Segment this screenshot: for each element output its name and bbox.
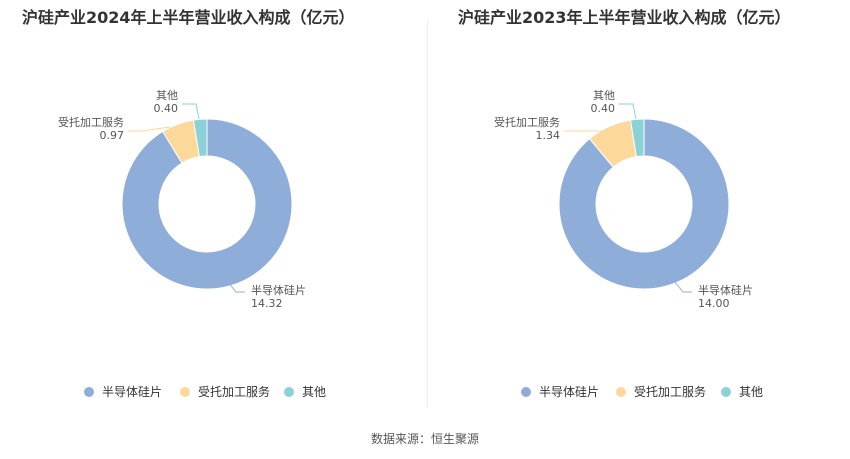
donut-slices [121, 118, 293, 290]
slice-label-contract-processing: 受托加工服务 [58, 115, 124, 129]
legend-item-semiconductor-wafer[interactable]: 半导体硅片 [84, 385, 162, 399]
legend-marker [84, 387, 94, 397]
legend-label: 半导体硅片 [102, 385, 162, 399]
chart-title: 沪硅产业2024年上半年营业收入构成（亿元） [22, 8, 355, 27]
legend-marker [284, 387, 294, 397]
data-source-name: 恒生聚源 [431, 432, 480, 446]
leader-line-semiconductor-wafer [674, 281, 692, 293]
leader-line-contract-processing [128, 126, 171, 132]
leader-line-semiconductor-wafer [227, 281, 245, 293]
chart-panel-2023: 沪硅产业2023年上半年营业收入构成（亿元） 半导体硅片 14.00 受托加工服务 1… [425, 0, 850, 420]
legend-label: 受托加工服务 [634, 384, 706, 399]
legend-label: 其他 [302, 385, 326, 399]
slice-value-contract-processing: 0.97 [100, 129, 125, 142]
slice-other[interactable] [629, 118, 645, 158]
chart-panel-2024: 沪硅产业2024年上半年营业收入构成（亿元） 半导体硅片 14.32 受托加工服务 0… [0, 0, 425, 420]
leader-line-other [619, 103, 637, 120]
slice-value-semiconductor-wafer: 14.32 [251, 297, 283, 310]
legend-marker [180, 387, 190, 397]
legend-item-contract-processing[interactable]: 受托加工服务 [180, 384, 270, 399]
slice-other[interactable] [192, 118, 208, 158]
legend-item-semiconductor-wafer[interactable]: 半导体硅片 [521, 385, 599, 399]
legend-item-other[interactable]: 其他 [284, 385, 326, 399]
legend-label: 受托加工服务 [198, 384, 270, 399]
legend-marker [521, 387, 531, 397]
slice-value-contract-processing: 1.34 [536, 129, 561, 142]
slice-label-semiconductor-wafer: 半导体硅片 [251, 283, 306, 297]
slice-value-other: 0.40 [154, 102, 179, 115]
panel-divider [427, 20, 428, 408]
slice-label-other: 其他 [593, 89, 615, 102]
donut-slices [558, 118, 730, 290]
slice-semiconductor-wafer[interactable] [558, 118, 730, 290]
slice-label-contract-processing: 受托加工服务 [494, 115, 560, 129]
data-source-note: 数据来源：恒生聚源 [0, 430, 850, 447]
legend-marker [721, 387, 731, 397]
data-source-label: 数据来源： [370, 432, 431, 446]
legend-item-contract-processing[interactable]: 受托加工服务 [616, 384, 706, 399]
slice-value-other: 0.40 [591, 102, 616, 115]
leader-line-other [182, 103, 200, 120]
legend-label: 其他 [739, 385, 763, 399]
slice-semiconductor-wafer[interactable] [121, 118, 293, 290]
slice-label-other: 其他 [156, 89, 178, 102]
legend: 半导体硅片 受托加工服务 其他 [521, 384, 763, 399]
chart-title: 沪硅产业2023年上半年营业收入构成（亿元） [458, 8, 791, 27]
slice-label-semiconductor-wafer: 半导体硅片 [698, 283, 753, 297]
legend: 半导体硅片 受托加工服务 其他 [84, 384, 326, 399]
legend-marker [616, 387, 626, 397]
legend-label: 半导体硅片 [539, 385, 599, 399]
legend-item-other[interactable]: 其他 [721, 385, 763, 399]
slice-value-semiconductor-wafer: 14.00 [698, 297, 730, 310]
